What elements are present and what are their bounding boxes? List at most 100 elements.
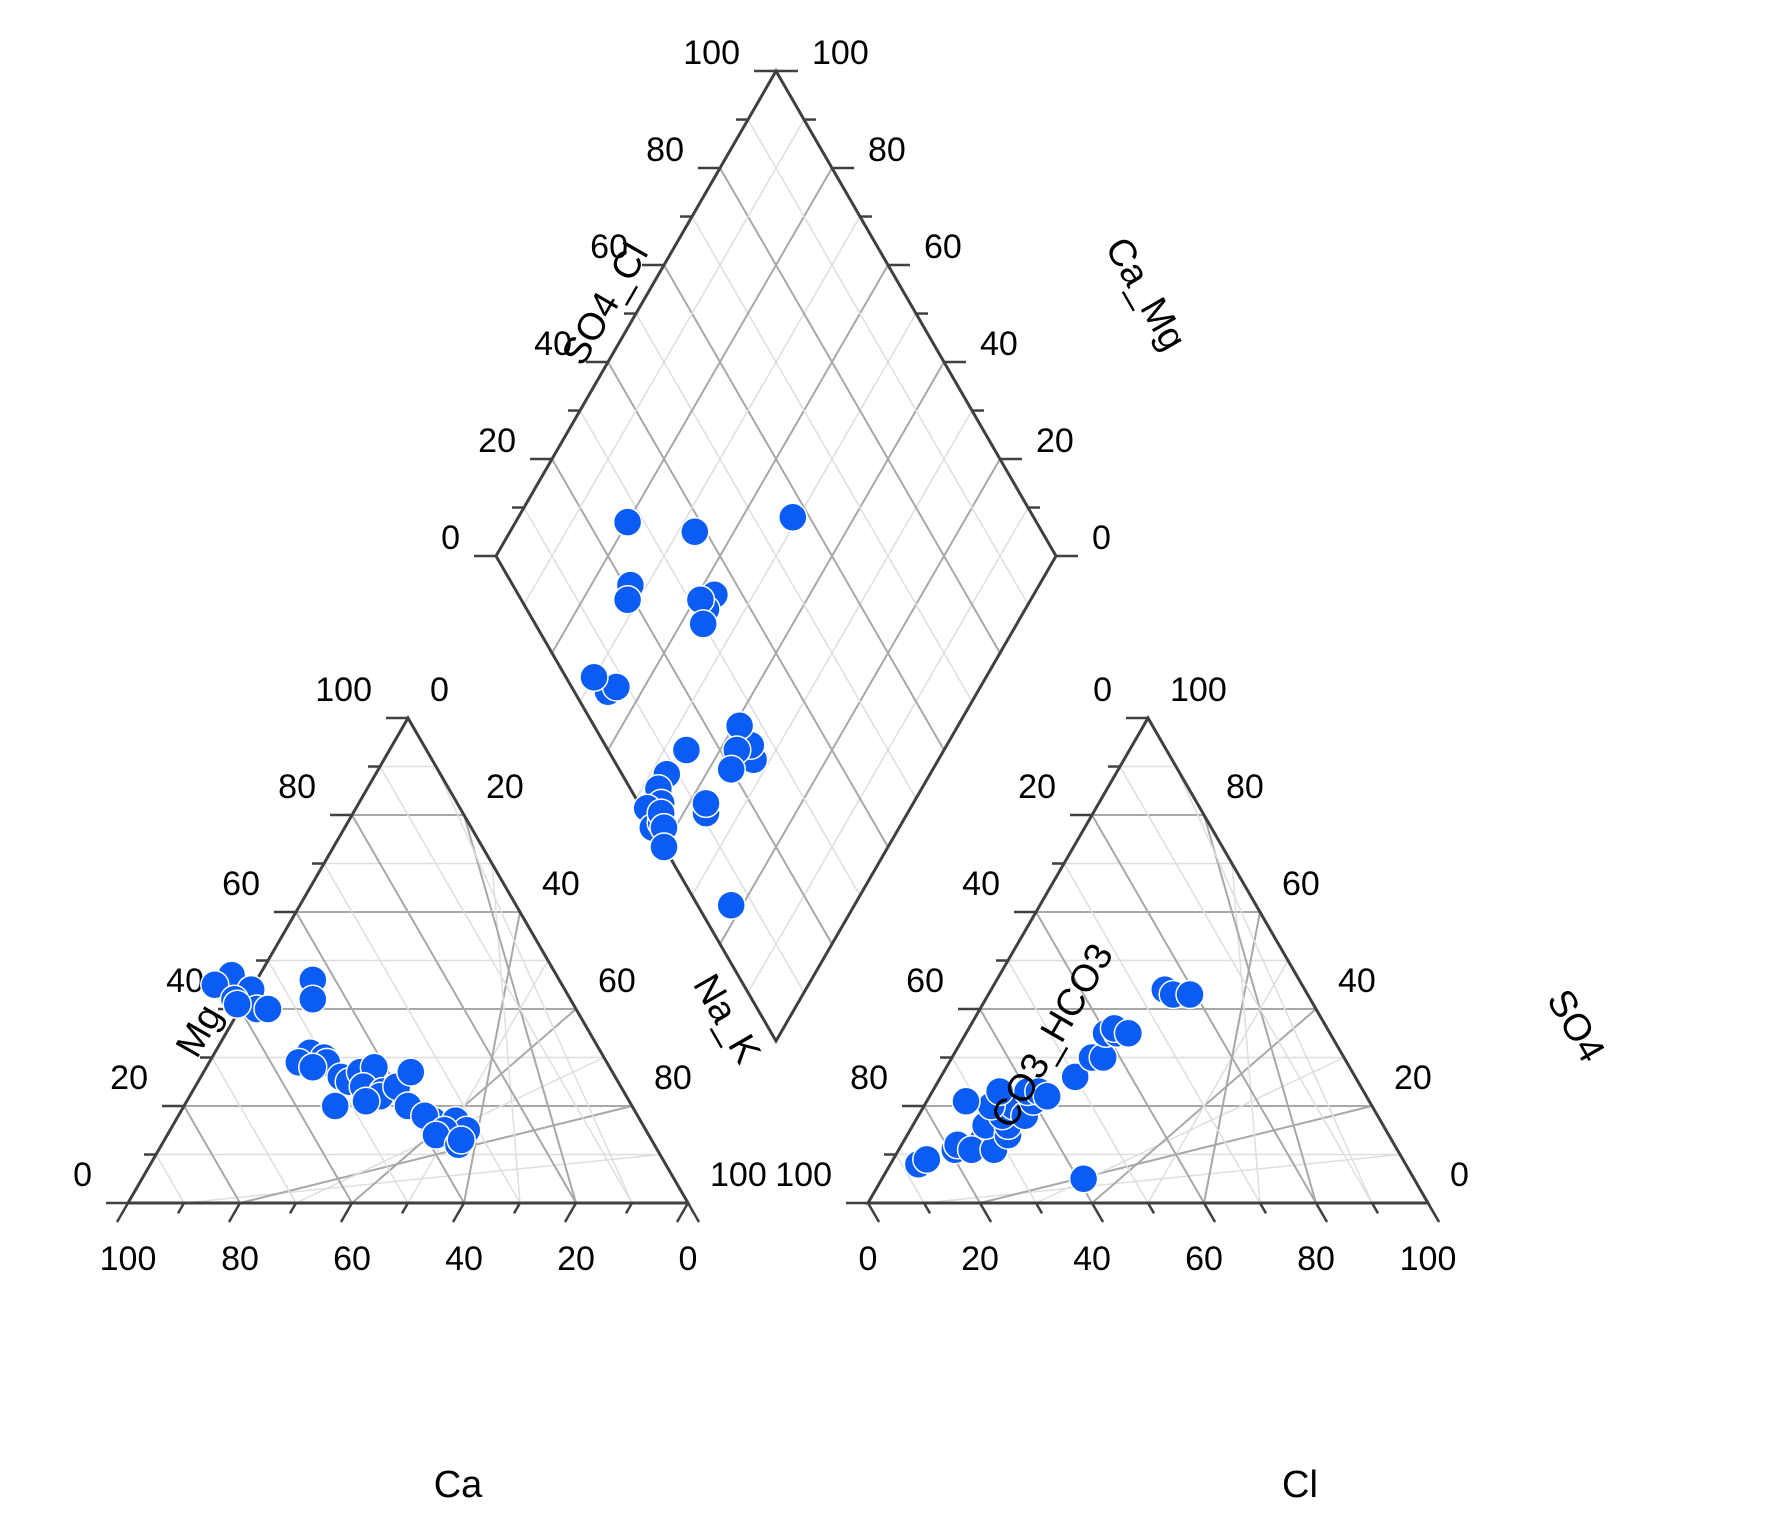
cation-tick-mark xyxy=(675,1202,690,1223)
diamond-right-tick-label: 0 xyxy=(1092,519,1111,557)
cation-gridline xyxy=(351,814,577,1204)
diamond-gridline xyxy=(551,167,833,654)
diamond-data-point xyxy=(716,754,746,785)
anion-data-point xyxy=(951,1086,981,1116)
cation-left-tick-label: 40 xyxy=(166,962,204,1000)
cation-axis-title-mg: Mg xyxy=(168,998,231,1065)
cation-tick-mark xyxy=(115,1202,130,1223)
cation-gridline xyxy=(155,1154,185,1204)
anion-tick-mark xyxy=(1034,1202,1044,1215)
diamond-data-point xyxy=(688,609,718,639)
anion-tick-mark xyxy=(1258,911,1273,932)
anion-left-tick-label: 0 xyxy=(1093,671,1112,709)
diamond-data-point xyxy=(691,788,721,819)
anion-bottom-tick-label: 0 xyxy=(859,1240,878,1278)
anion-tick-mark xyxy=(866,1202,881,1223)
anion-tick-mark xyxy=(1398,1153,1408,1166)
cation-left-tick-label: 80 xyxy=(278,768,316,806)
anion-tick-mark xyxy=(1174,765,1184,778)
diamond-data-point xyxy=(612,584,643,615)
anion-tick-mark xyxy=(922,1202,932,1215)
cation-data-point xyxy=(253,994,283,1024)
diamond-left-tick-label: 60 xyxy=(590,228,628,266)
anion-left-tick-label: 100 xyxy=(775,1156,832,1194)
cation-gridline xyxy=(211,1057,297,1204)
anion-left-tick-label: 60 xyxy=(906,962,944,1000)
cation-gridline xyxy=(379,766,633,1204)
anion-tick-mark xyxy=(1230,862,1240,875)
anion-tick-mark xyxy=(1370,1202,1380,1215)
anion-tick-mark xyxy=(1426,1202,1441,1223)
anion-right-tick-label: 100 xyxy=(1170,671,1227,709)
anion-gridline xyxy=(895,1154,925,1204)
anion-tick-mark xyxy=(1314,1008,1329,1029)
diamond-data-point xyxy=(680,517,710,547)
cation-right-tick-label: 40 xyxy=(542,865,580,903)
diamond-data-point xyxy=(716,890,746,920)
diamond-right-tick-label: 60 xyxy=(924,228,962,266)
anion-tick-mark xyxy=(1286,959,1296,972)
cation-tick-mark xyxy=(658,1153,668,1166)
cation-gridline xyxy=(491,863,521,1204)
cation-left-tick-label: 100 xyxy=(315,671,372,709)
anion-gridline xyxy=(1091,814,1317,1204)
anion-right-tick-label: 40 xyxy=(1338,962,1376,1000)
cation-right-tick-label: 0 xyxy=(430,671,449,709)
anion-data-point xyxy=(912,1144,942,1175)
diamond-left-tick-label: 80 xyxy=(646,131,684,169)
anion-data-point xyxy=(1113,1018,1144,1049)
anion-bottom-tick-label: 60 xyxy=(1185,1240,1223,1278)
cation-tick-mark xyxy=(686,1202,701,1223)
anion-tick-mark xyxy=(1202,814,1217,835)
diamond-left-tick-label: 40 xyxy=(534,325,572,363)
cation-tick-mark xyxy=(434,765,444,778)
cation-data-point xyxy=(320,1091,350,1121)
anion-data-point xyxy=(1175,979,1205,1010)
diamond-gridline xyxy=(719,167,1001,654)
cation-gridline xyxy=(435,766,633,1204)
cation-bottom-tick-label: 60 xyxy=(333,1240,371,1278)
diamond-right-tick-label: 80 xyxy=(868,131,906,169)
diamond-right-tick-label: 40 xyxy=(980,325,1018,363)
cation-tick-mark xyxy=(462,814,477,835)
diamond-data-point xyxy=(671,735,702,765)
cation-tick-mark xyxy=(288,1202,298,1215)
diamond-gridline xyxy=(607,264,889,751)
cation-tick-mark xyxy=(451,1202,466,1223)
cation-left-tick-label: 20 xyxy=(110,1059,148,1097)
cation-tick-mark xyxy=(602,1056,612,1069)
cation-axis-title-ca: Ca xyxy=(434,1464,483,1506)
cation-bottom-tick-label: 80 xyxy=(221,1240,259,1278)
anion-gridline xyxy=(1119,766,1373,1204)
diamond-data-point xyxy=(649,832,679,862)
diamond-gridline xyxy=(635,313,917,799)
anion-bottom-tick-label: 100 xyxy=(1400,1240,1457,1278)
cation-right-tick-label: 80 xyxy=(654,1059,692,1097)
anion-right-tick-label: 20 xyxy=(1394,1059,1432,1097)
cation-gridline xyxy=(239,1008,353,1204)
anion-left-tick-label: 80 xyxy=(850,1059,888,1097)
diamond-gridline xyxy=(579,216,861,702)
cation-tick-mark xyxy=(574,1008,589,1029)
anion-axis-title-so4: SO4 xyxy=(1538,983,1612,1070)
cation-tick-mark xyxy=(512,1202,522,1215)
anion-data-point xyxy=(1068,1164,1099,1194)
point-layer xyxy=(200,502,1205,1194)
anion-gridline xyxy=(1175,766,1373,1204)
anion-tick-mark xyxy=(1090,1202,1105,1223)
anion-right-tick-label: 60 xyxy=(1282,865,1320,903)
cation-tick-mark xyxy=(518,911,533,932)
cation-right-tick-label: 20 xyxy=(486,768,524,806)
anion-gridline xyxy=(1147,960,1289,1204)
anion-gridline xyxy=(1063,863,1261,1204)
diamond-data-point xyxy=(778,502,808,532)
diamond-data-point xyxy=(612,507,643,537)
cation-data-point xyxy=(396,1057,426,1087)
anion-right-tick-label: 80 xyxy=(1226,768,1264,806)
cation-data-point xyxy=(298,1052,328,1082)
anion-left-tick-label: 20 xyxy=(1018,768,1056,806)
anion-tick-mark xyxy=(1342,1056,1352,1069)
cation-bottom-tick-label: 20 xyxy=(557,1240,595,1278)
cation-tick-mark xyxy=(227,1202,242,1223)
